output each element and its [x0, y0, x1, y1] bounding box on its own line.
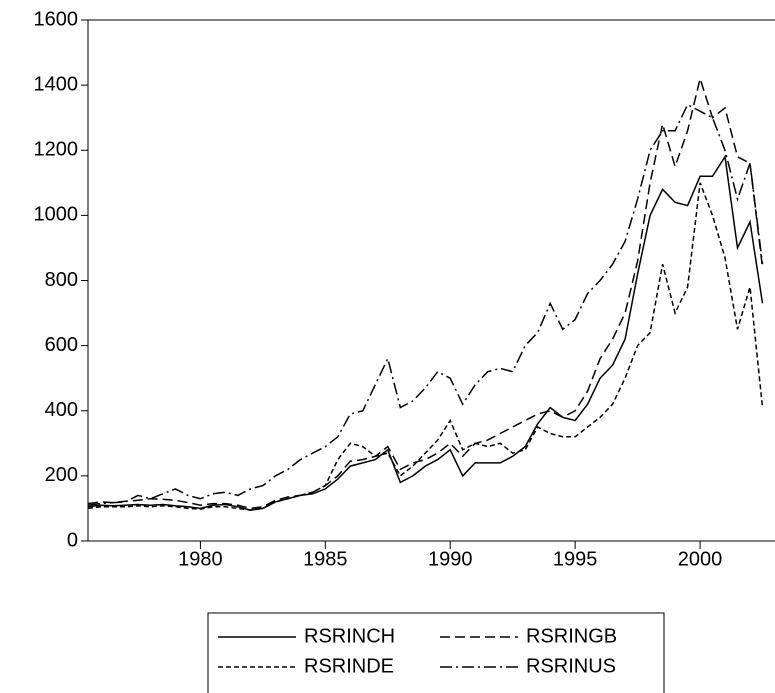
- y-tick-label: 1600: [34, 8, 79, 30]
- y-tick-label: 0: [67, 529, 78, 551]
- legend-label: RSRINGB: [526, 625, 617, 647]
- y-tick-label: 1400: [34, 73, 79, 95]
- plot-area: [88, 75, 764, 511]
- legend-label: RSRINCH: [304, 625, 395, 647]
- y-tick-label: 600: [45, 334, 78, 356]
- x-tick-label: 1985: [303, 548, 348, 570]
- x-tick-label: 1990: [428, 548, 473, 570]
- x-tick-label: 2000: [678, 548, 723, 570]
- series-line: [88, 75, 764, 510]
- y-tick-label: 1000: [34, 204, 79, 226]
- legend-label: RSRINDE: [304, 655, 394, 677]
- y-tick-label: 1200: [34, 139, 79, 161]
- series-line: [88, 154, 764, 511]
- x-tick-label: 1980: [178, 548, 223, 570]
- series-line: [88, 103, 764, 506]
- series-line: [88, 182, 764, 511]
- x-tick-label: 1995: [553, 548, 598, 570]
- y-tick-label: 800: [45, 269, 78, 291]
- legend-label: RSRINUS: [526, 655, 616, 677]
- legend-box: [207, 612, 665, 693]
- y-tick-label: 400: [45, 399, 78, 421]
- y-tick-label: 200: [45, 464, 78, 486]
